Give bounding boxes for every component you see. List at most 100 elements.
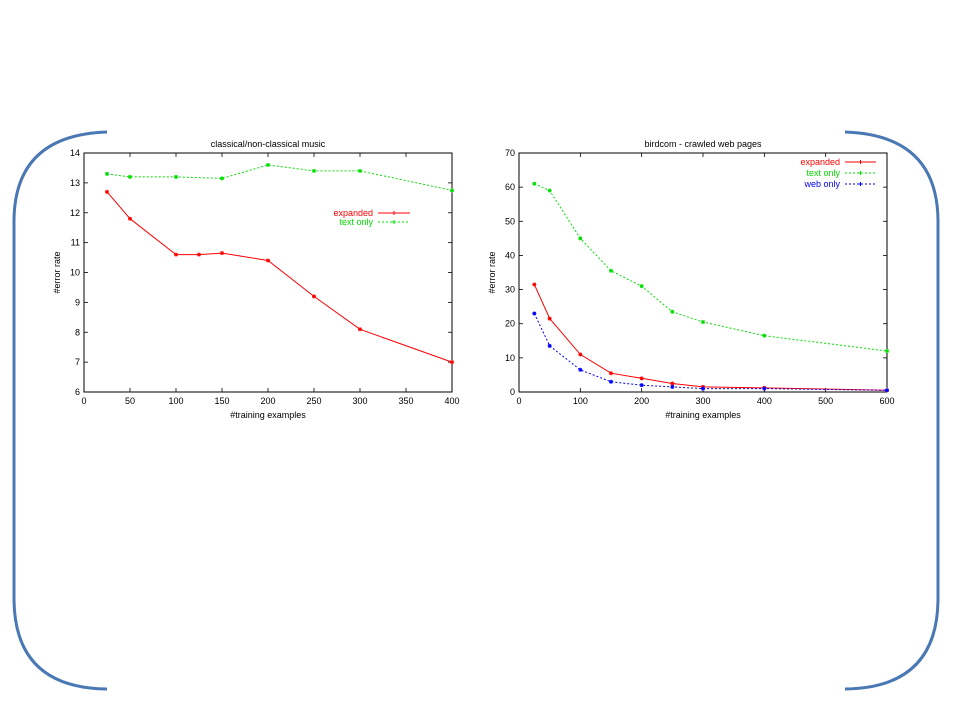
y-tick-label: 6 xyxy=(75,387,80,397)
x-tick-label: 250 xyxy=(306,396,321,406)
x-tick-label: 200 xyxy=(634,396,649,406)
y-tick-label: 14 xyxy=(70,148,80,158)
series-line-text-only xyxy=(106,164,453,191)
legend-label-web-only: web only xyxy=(803,179,840,189)
x-tick-label: 350 xyxy=(398,396,413,406)
y-tick-label: 20 xyxy=(505,319,515,329)
right-bracket-decoration xyxy=(844,130,940,691)
x-tick-label: 150 xyxy=(214,396,229,406)
legend-label-expanded: expanded xyxy=(333,208,373,218)
y-tick-label: 13 xyxy=(70,178,80,188)
y-tick-label: 50 xyxy=(505,216,515,226)
data-point-web-only xyxy=(639,383,644,388)
legend-marker-web-only xyxy=(858,182,863,186)
x-tick-label: 400 xyxy=(757,396,772,406)
data-point-text-only xyxy=(358,168,362,173)
x-axis-label: #training examples xyxy=(230,410,306,420)
x-tick-label: 300 xyxy=(695,396,710,406)
data-point-expanded xyxy=(670,381,675,386)
data-point-text-only xyxy=(450,188,454,193)
data-point-expanded xyxy=(609,371,613,376)
data-point-expanded xyxy=(105,189,109,194)
data-point-web-only xyxy=(762,386,767,391)
plot-frame xyxy=(83,152,453,393)
legend-marker-text-only xyxy=(392,220,396,224)
y-tick-label: 8 xyxy=(75,327,80,337)
y-axis-label: #error rate xyxy=(487,251,497,293)
data-point-web-only xyxy=(532,311,537,316)
x-tick-label: 300 xyxy=(352,396,367,406)
y-tick-label: 10 xyxy=(70,268,80,278)
data-point-expanded xyxy=(547,316,552,321)
y-tick-label: 10 xyxy=(505,353,515,363)
data-point-web-only xyxy=(885,388,889,393)
x-tick-label: 600 xyxy=(879,396,894,406)
chart-birdcom-web-pages: birdcom - crawled web pages #training exa… xyxy=(487,139,895,420)
data-point-expanded xyxy=(197,252,201,257)
y-tick-label: 9 xyxy=(75,297,80,307)
data-point-text-only xyxy=(312,168,316,173)
series-line-expanded xyxy=(106,191,453,363)
series-line-expanded xyxy=(533,284,888,391)
data-point-text-only xyxy=(105,171,109,176)
data-point-expanded xyxy=(639,376,644,381)
left-bracket-decoration xyxy=(12,130,108,691)
data-point-web-only xyxy=(701,386,705,391)
y-tick-label: 12 xyxy=(70,208,80,218)
y-tick-label: 30 xyxy=(505,285,515,295)
y-tick-label: 11 xyxy=(71,238,80,248)
y-tick-label: 7 xyxy=(75,357,80,367)
x-tick-label: 100 xyxy=(573,396,588,406)
data-point-text-only xyxy=(609,268,613,273)
data-point-text-only xyxy=(578,236,583,241)
data-point-text-only xyxy=(266,162,270,167)
data-point-expanded xyxy=(266,258,270,263)
data-point-text-only xyxy=(670,309,675,314)
y-tick-label: 0 xyxy=(510,387,515,397)
data-point-expanded xyxy=(312,294,316,299)
data-point-text-only xyxy=(885,349,889,354)
data-point-text-only xyxy=(532,181,537,186)
data-point-expanded xyxy=(450,360,454,365)
legend-marker-expanded xyxy=(858,160,863,164)
y-axis-label: #error rate xyxy=(52,251,62,293)
data-point-web-only xyxy=(609,379,613,384)
legend-label-expanded: expanded xyxy=(800,157,840,167)
x-tick-label: 200 xyxy=(260,396,275,406)
data-point-text-only xyxy=(174,174,178,179)
series-line-text-only xyxy=(534,183,888,352)
x-tick-label: 0 xyxy=(516,396,521,406)
x-tick-label: 400 xyxy=(444,396,459,406)
data-point-expanded xyxy=(220,251,224,256)
legend-label-text-only: text only xyxy=(806,168,840,178)
data-point-web-only xyxy=(547,343,552,348)
series-line-web-only xyxy=(533,313,888,391)
data-point-text-only xyxy=(220,176,224,181)
x-tick-label: 0 xyxy=(81,396,86,406)
data-point-text-only xyxy=(762,333,767,338)
data-point-expanded xyxy=(174,252,178,257)
data-point-expanded xyxy=(358,327,362,332)
data-point-expanded xyxy=(578,352,583,357)
data-point-text-only xyxy=(128,174,132,179)
legend-marker-text-only xyxy=(858,171,863,175)
x-tick-label: 100 xyxy=(168,396,183,406)
y-tick-label: 40 xyxy=(505,250,515,260)
chart-title: birdcom - crawled web pages xyxy=(644,139,762,149)
data-point-text-only xyxy=(701,320,705,325)
data-point-text-only xyxy=(639,284,644,289)
data-point-text-only xyxy=(547,188,552,193)
data-point-expanded xyxy=(532,282,537,287)
x-tick-label: 500 xyxy=(818,396,833,406)
y-tick-label: 70 xyxy=(505,148,515,158)
data-point-expanded xyxy=(128,216,132,221)
legend-marker-expanded xyxy=(392,211,396,215)
data-point-web-only xyxy=(578,367,583,372)
x-tick-label: 50 xyxy=(125,396,135,406)
chart-title: classical/non-classical music xyxy=(211,139,326,149)
data-point-web-only xyxy=(670,384,675,389)
y-tick-label: 60 xyxy=(505,182,515,192)
legend-label-text-only: text only xyxy=(339,217,373,227)
x-axis-label: #training examples xyxy=(665,410,741,420)
